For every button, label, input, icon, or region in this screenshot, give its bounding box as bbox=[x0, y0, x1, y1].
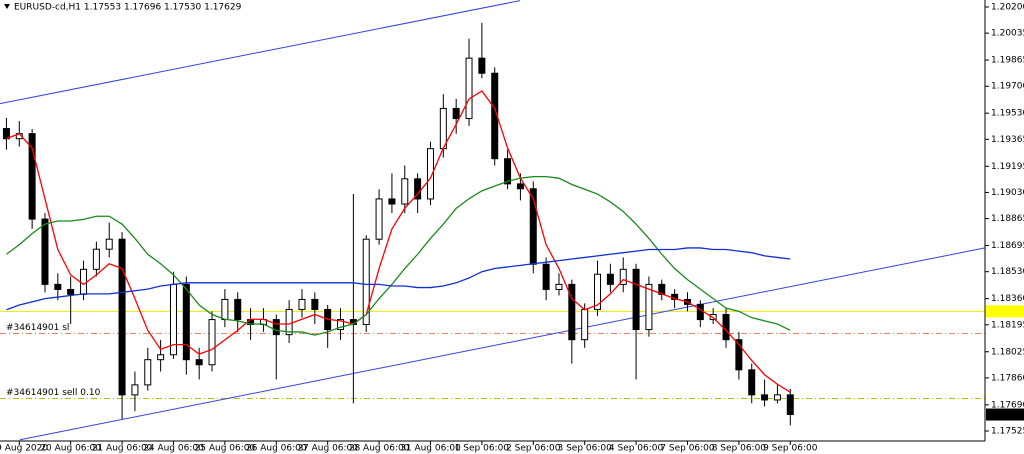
level-axis-box bbox=[986, 305, 1024, 318]
last-price-label: 1.17629 bbox=[989, 410, 1024, 420]
y-tick-label: 1.19530 bbox=[991, 109, 1024, 119]
x-tick-label: 26 Aug 06:00 bbox=[246, 444, 307, 454]
candle-body bbox=[388, 198, 396, 205]
candle-body bbox=[542, 263, 550, 290]
x-tick-label: 25 Aug 06:00 bbox=[195, 444, 256, 454]
candle-body bbox=[28, 133, 36, 220]
candle-body bbox=[362, 238, 370, 325]
moving-average-line bbox=[6, 90, 791, 393]
candle-body bbox=[118, 238, 126, 396]
y-tick-label: 1.19030 bbox=[991, 188, 1024, 198]
x-tick-label: 9 Sep 06:00 bbox=[763, 444, 818, 454]
candle-body bbox=[452, 107, 460, 120]
y-tick-label: 1.17860 bbox=[991, 373, 1024, 383]
y-tick-label: 1.20035 bbox=[991, 29, 1024, 39]
last-price-box bbox=[986, 408, 1024, 421]
candle-body bbox=[645, 283, 653, 331]
candle-body bbox=[311, 298, 319, 310]
y-tick-label: 1.19700 bbox=[991, 82, 1024, 92]
level-label: #34614901 sl bbox=[6, 323, 69, 333]
candle-body bbox=[131, 384, 139, 396]
candle-body bbox=[722, 314, 730, 341]
candle-body bbox=[195, 359, 203, 366]
candle-body bbox=[80, 268, 88, 295]
x-tick-label: 21 Aug 06:00 bbox=[92, 444, 153, 454]
x-tick-label: 20 Aug 06:00 bbox=[40, 444, 101, 454]
candle-body bbox=[285, 308, 293, 336]
y-tick-label: 1.19865 bbox=[991, 56, 1024, 66]
moving-average-line bbox=[6, 247, 791, 311]
y-tick-label: 1.17690 bbox=[991, 400, 1024, 410]
candle-body bbox=[54, 283, 62, 290]
candle-body bbox=[41, 218, 49, 285]
candle-body bbox=[465, 57, 473, 120]
y-tick-label: 1.18025 bbox=[991, 347, 1024, 357]
trend-line bbox=[19, 247, 986, 441]
candle-body bbox=[735, 339, 743, 371]
candle-body bbox=[555, 283, 563, 290]
candle-body bbox=[761, 394, 769, 401]
menu-triangle[interactable] bbox=[4, 4, 10, 9]
candle-body bbox=[401, 178, 409, 205]
candle-body bbox=[2, 128, 10, 140]
y-tick-label: 1.18695 bbox=[991, 241, 1024, 251]
x-tick-label: 4 Sep 06:00 bbox=[609, 444, 664, 454]
y-tick-label: 1.20200 bbox=[991, 2, 1024, 12]
candle-body bbox=[568, 283, 576, 341]
candle-body bbox=[337, 319, 345, 331]
x-tick-label: 27 Aug 06:00 bbox=[297, 444, 358, 454]
candle-body bbox=[786, 394, 794, 416]
candle-body bbox=[234, 298, 242, 321]
x-tick-label: 7 Sep 06:00 bbox=[660, 444, 715, 454]
candle-body bbox=[773, 394, 781, 401]
candle-body bbox=[594, 273, 602, 310]
x-tick-label: 8 Sep 06:00 bbox=[712, 444, 767, 454]
moving-average-line bbox=[6, 175, 791, 336]
candle-body bbox=[182, 283, 190, 361]
x-tick-label: 3 Sep 06:00 bbox=[557, 444, 612, 454]
candle-body bbox=[272, 319, 280, 336]
candle-body bbox=[581, 308, 589, 341]
y-tick-label: 1.18360 bbox=[991, 294, 1024, 304]
y-tick-label: 1.18865 bbox=[991, 214, 1024, 224]
y-tick-label: 1.18195 bbox=[991, 320, 1024, 330]
candle-body bbox=[504, 158, 512, 185]
candle-body bbox=[606, 273, 614, 285]
x-tick-label: 31 Aug 06:00 bbox=[400, 444, 461, 454]
candle-body bbox=[157, 354, 165, 361]
candle-body bbox=[516, 183, 524, 190]
y-tick-label: 1.18530 bbox=[991, 267, 1024, 277]
candle-body bbox=[632, 268, 640, 331]
y-tick-label: 1.19195 bbox=[991, 162, 1024, 172]
level-label: #34614901 sell 0.10 bbox=[6, 388, 101, 398]
candle-body bbox=[439, 107, 447, 150]
candle-body bbox=[478, 57, 486, 74]
trend-line bbox=[0, 0, 521, 105]
candle-body bbox=[414, 178, 422, 200]
candle-body bbox=[375, 198, 383, 240]
y-tick-label: 1.19365 bbox=[991, 135, 1024, 145]
candle-body bbox=[67, 288, 75, 295]
candle-body bbox=[748, 369, 756, 396]
chart-title: EURUSD-cd,H1 1.17553 1.17696 1.17530 1.1… bbox=[14, 3, 242, 13]
candle-body bbox=[298, 298, 306, 310]
candle-body bbox=[696, 303, 704, 321]
x-tick-label: 28 Aug 06:00 bbox=[349, 444, 410, 454]
candle-body bbox=[221, 298, 229, 321]
x-tick-label: 24 Aug 06:00 bbox=[143, 444, 204, 454]
x-tick-label: 19 Aug 2020 bbox=[0, 444, 48, 454]
x-tick-label: 2 Sep 06:00 bbox=[506, 444, 561, 454]
candle-body bbox=[92, 248, 100, 270]
candle-body bbox=[144, 359, 152, 386]
candle-body bbox=[208, 319, 216, 366]
candle-body bbox=[105, 238, 113, 250]
y-tick-label: 1.17525 bbox=[991, 427, 1024, 437]
candle-body bbox=[426, 148, 434, 200]
x-tick-label: 1 Sep 06:00 bbox=[455, 444, 510, 454]
candle-body bbox=[619, 268, 627, 285]
